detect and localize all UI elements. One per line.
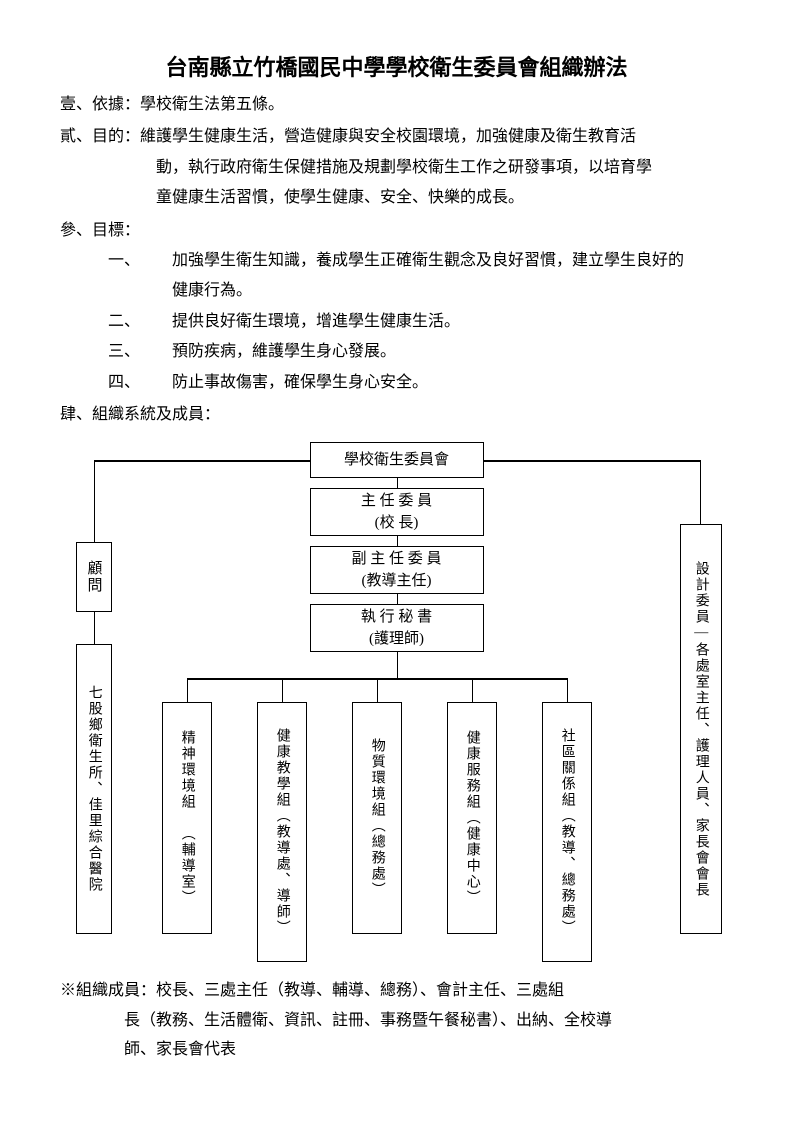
node-vice-a: 副 主 任 委 員 [351, 548, 441, 571]
section-4: 肆、 組織系統及成員： [60, 400, 733, 430]
node-g1-label: 精神環境組 ︵輔導室︶ [175, 730, 197, 906]
node-chair-b: (校 長) [375, 512, 419, 535]
node-g2-label: 健康教學組︵教導處、導師︶ [270, 728, 292, 936]
node-design-label: 設計委員—各處室主任、護理人員、家長會會長 [689, 561, 711, 898]
section-3-i4-t: 防止事故傷害，確保學生身心安全。 [172, 368, 733, 398]
connector [187, 678, 189, 702]
section-1: 壹、 依據： 學校衛生法第五條。 [60, 90, 733, 120]
node-vice-b: (教導主任) [362, 570, 432, 593]
connector [397, 536, 399, 546]
node-design: 設計委員—各處室主任、護理人員、家長會會長 [680, 524, 722, 934]
node-g1: 精神環境組 ︵輔導室︶ [162, 702, 212, 934]
document-title: 台南縣立竹橋國民中學學校衛生委員會組織辦法 [60, 50, 733, 82]
connector [377, 678, 379, 702]
section-3-num: 參、 [60, 216, 92, 246]
section-3-i3-t: 預防疾病，維護學生身心發展。 [172, 337, 733, 367]
node-exec: 執 行 秘 書 (護理師) [310, 604, 484, 652]
section-3-i1-num: 一、 [108, 246, 172, 276]
node-g5: 社區關係組︵教導、總務處︶ [542, 702, 592, 962]
node-exec-b: (護理師) [369, 628, 424, 651]
section-3-i2-num: 二、 [108, 307, 172, 337]
section-1-body: 學校衛生法第五條。 [140, 90, 733, 120]
footnote: ※組織成員：校長、三處主任（教導、輔導、總務）、會計主任、三處組 長（教務、生活… [60, 976, 733, 1065]
node-g3-label: 物質環境組︵總務處︶ [365, 738, 387, 898]
section-4-label: 組織系統及成員： [92, 400, 220, 430]
node-chair: 主 任 委 員 (校 長) [310, 488, 484, 536]
connector [567, 678, 569, 702]
section-2-num: 貳、 [60, 122, 92, 152]
connector [700, 460, 702, 524]
node-exec-a: 執 行 秘 書 [361, 606, 432, 629]
node-g4: 健康服務組︵健康中心︶ [447, 702, 497, 934]
section-3-i3-num: 三、 [108, 337, 172, 367]
section-2-line3: 童健康生活習慣，使學生健康、安全、快樂的成長。 [60, 183, 733, 213]
node-g2: 健康教學組︵教導處、導師︶ [257, 702, 307, 962]
section-3-i1-a: 加強學生衛生知識，養成學生正確衛生觀念及良好習慣，建立學生良好的 [172, 246, 733, 276]
node-g3: 物質環境組︵總務處︶ [352, 702, 402, 934]
connector [484, 460, 701, 462]
connector [397, 652, 399, 678]
node-hospital-label: 七股鄉衛生所、佳里綜合醫院 [82, 685, 104, 893]
section-1-num: 壹、 [60, 90, 92, 120]
footnote-l1: ※組織成員：校長、三處主任（教導、輔導、總務）、會計主任、三處組 [60, 976, 733, 1006]
section-3-i4-num: 四、 [108, 368, 172, 398]
connector [472, 678, 474, 702]
footnote-l2: 長（教務、生活體衛、資訊、註冊、事務暨午餐秘書）、出納、全校導 [60, 1006, 733, 1036]
org-chart: 學校衛生委員會 主 任 委 員 (校 長) 副 主 任 委 員 (教導主任) 執… [62, 434, 732, 966]
section-1-label: 依據： [92, 90, 140, 120]
connector [397, 594, 399, 604]
connector [94, 612, 96, 644]
connector [397, 478, 399, 488]
section-2-label: 目的： [92, 122, 140, 152]
node-g4-label: 健康服務組︵健康中心︶ [460, 730, 482, 906]
node-committee: 學校衛生委員會 [310, 442, 484, 478]
connector [94, 460, 310, 462]
node-hospital: 七股鄉衛生所、佳里綜合醫院 [76, 644, 112, 934]
section-2: 貳、 目的： 維護學生健康生活，營造健康與安全校園環境，加強健康及衛生教育活 動… [60, 122, 733, 213]
section-3-label: 目標： [92, 216, 140, 246]
node-committee-label: 學校衛生委員會 [344, 449, 449, 472]
node-g5-label: 社區關係組︵教導、總務處︶ [555, 728, 577, 936]
connector [94, 460, 96, 542]
section-3: 參、 目標： 一、 加強學生衛生知識，養成學生正確衛生觀念及良好習慣，建立學生良… [60, 216, 733, 398]
section-3-i1-b: 健康行為。 [60, 276, 733, 306]
section-3-i2-t: 提供良好衛生環境，增進學生健康生活。 [172, 307, 733, 337]
node-vice: 副 主 任 委 員 (教導主任) [310, 546, 484, 594]
section-2-line1: 維護學生健康生活，營造健康與安全校園環境，加強健康及衛生教育活 [140, 122, 733, 152]
section-2-line2: 動，執行政府衛生保健措施及規劃學校衛生工作之研發事項，以培育學 [60, 153, 733, 183]
node-advisor: 顧問 [76, 542, 112, 612]
node-advisor-label: 顧問 [82, 560, 106, 594]
connector [282, 678, 284, 702]
footnote-l3: 師、家長會代表 [60, 1035, 733, 1065]
node-chair-a: 主 任 委 員 [361, 490, 432, 513]
section-4-num: 肆、 [60, 400, 92, 430]
